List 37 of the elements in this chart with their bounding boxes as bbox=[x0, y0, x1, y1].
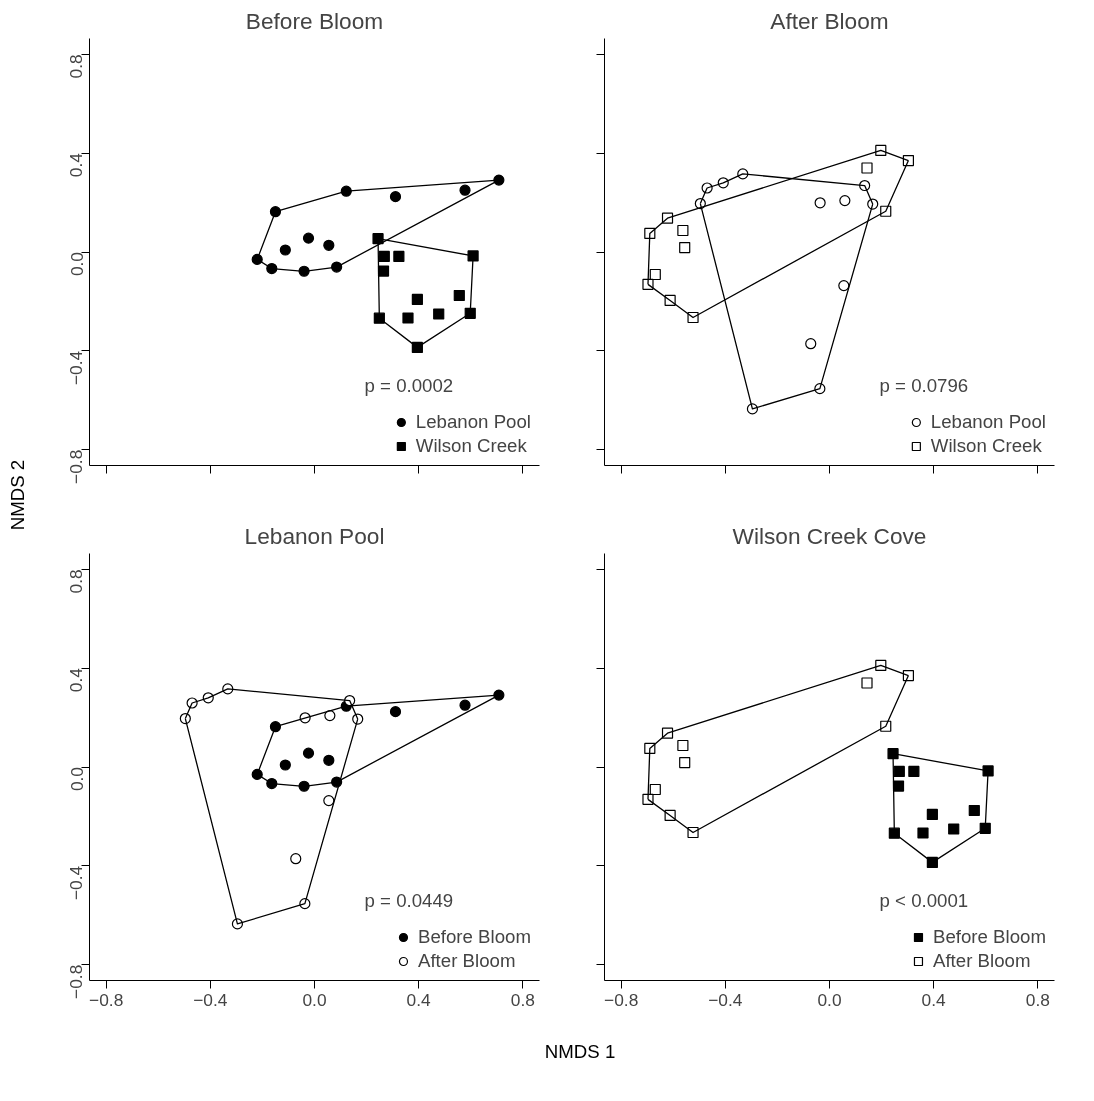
x-tick-label: 0.4 bbox=[921, 989, 947, 1010]
y-tick-label: −0.8 bbox=[66, 449, 87, 484]
x-tick-label: 0.4 bbox=[406, 989, 432, 1010]
y-axis-title: NMDS 2 bbox=[7, 459, 28, 531]
chart-title: Before Bloom bbox=[245, 7, 384, 34]
y-tick-label: 0.4 bbox=[66, 152, 87, 178]
y-tick-label: 0.4 bbox=[66, 667, 87, 693]
legend-label: Before Bloom bbox=[417, 926, 531, 948]
annotation: p = 0.0449 bbox=[364, 889, 454, 911]
annotation: p = 0.0002 bbox=[364, 374, 454, 396]
x-tick-label: −0.4 bbox=[193, 989, 228, 1010]
legend-label: Lebanon Pool bbox=[930, 411, 1046, 433]
chart-title: Lebanon Pool bbox=[244, 522, 385, 549]
x-tick-label: 0.0 bbox=[302, 989, 327, 1010]
x-tick-label: 0.0 bbox=[817, 989, 842, 1010]
annotation: p = 0.0796 bbox=[879, 374, 969, 396]
legend-label: After Bloom bbox=[417, 950, 516, 972]
x-tick-label: 0.8 bbox=[1025, 989, 1050, 1010]
legend-label: Lebanon Pool bbox=[415, 411, 531, 433]
chart-title: After Bloom bbox=[770, 7, 889, 34]
x-tick-label: −0.8 bbox=[604, 989, 639, 1010]
y-tick-label: 0.0 bbox=[66, 766, 87, 792]
x-tick-label: −0.4 bbox=[708, 989, 743, 1010]
y-tick-label: 0.8 bbox=[66, 54, 87, 79]
y-tick-label: 0.8 bbox=[66, 569, 87, 594]
legend-label: Before Bloom bbox=[932, 926, 1046, 948]
chart-title: Wilson Creek Cove bbox=[732, 522, 927, 549]
x-tick-label: −0.8 bbox=[89, 989, 124, 1010]
annotation: p < 0.0001 bbox=[879, 889, 969, 911]
legend-label: Wilson Creek bbox=[415, 435, 527, 457]
x-axis-title: NMDS 1 bbox=[544, 1040, 616, 1062]
y-tick-label: 0.0 bbox=[66, 251, 87, 277]
y-tick-label: −0.4 bbox=[66, 865, 87, 901]
x-tick-label: 0.8 bbox=[510, 989, 535, 1010]
y-tick-label: −0.4 bbox=[66, 350, 87, 386]
legend-label: Wilson Creek bbox=[930, 435, 1042, 457]
legend-label: After Bloom bbox=[932, 950, 1031, 972]
